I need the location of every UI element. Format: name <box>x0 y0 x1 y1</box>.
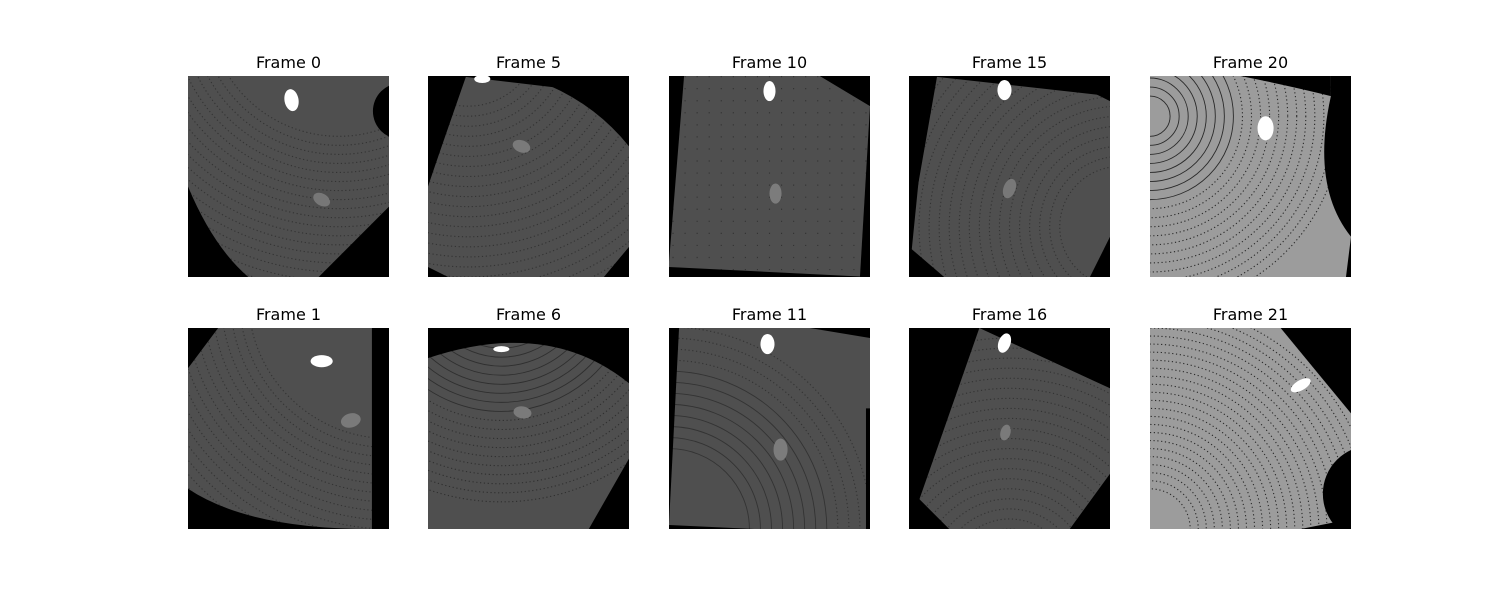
frame-image <box>909 328 1110 529</box>
textured-region <box>428 328 629 529</box>
frame-image <box>909 76 1110 277</box>
gray-field <box>669 328 870 529</box>
textured-region <box>669 76 870 277</box>
textured-region <box>188 76 389 277</box>
white-blob <box>997 80 1012 101</box>
white-blob <box>763 81 776 102</box>
gray-blob <box>340 413 361 428</box>
panel-title: Frame 6 <box>495 305 562 324</box>
textured-region <box>188 328 389 529</box>
white-blob <box>284 89 299 112</box>
dot-texture <box>188 76 389 277</box>
panel-title: Frame 15 <box>971 53 1048 72</box>
panel-title: Frame 20 <box>1212 53 1289 72</box>
panel-title: Frame 21 <box>1212 305 1289 324</box>
white-blob <box>310 355 333 368</box>
panel-title: Frame 5 <box>495 53 562 72</box>
gray-blob <box>769 183 782 204</box>
white-blob <box>760 334 775 355</box>
gray-blob <box>773 438 788 461</box>
frame-image <box>428 328 629 529</box>
gray-field <box>188 328 389 529</box>
gray-blob <box>1000 424 1011 441</box>
gray-blob <box>313 192 331 207</box>
frame-image <box>428 76 629 277</box>
white-blob <box>1257 116 1274 141</box>
gray-field <box>669 76 870 277</box>
gray-blob <box>1002 178 1017 199</box>
white-blob <box>493 346 510 353</box>
frame-image <box>1150 76 1351 277</box>
textured-region <box>1150 76 1351 277</box>
frame-image <box>669 328 870 529</box>
panel-title: Frame 11 <box>731 305 808 324</box>
gray-blob <box>513 406 532 419</box>
white-blob <box>997 333 1012 353</box>
dot-texture <box>909 76 1110 277</box>
white-blob <box>474 76 491 84</box>
frame-image <box>1150 328 1351 529</box>
panel-title: Frame 16 <box>971 305 1048 324</box>
dot-texture <box>909 337 1110 529</box>
panel-title: Frame 0 <box>255 53 322 72</box>
panel-title: Frame 10 <box>731 53 808 72</box>
gray-blob <box>512 139 531 153</box>
dot-texture <box>428 76 629 277</box>
frame-image <box>188 328 389 529</box>
frame-image <box>669 76 870 277</box>
gray-field <box>909 76 1110 277</box>
textured-region <box>909 76 1110 277</box>
gray-field <box>1150 76 1351 277</box>
textured-region <box>669 328 870 529</box>
frame-image <box>188 76 389 277</box>
panel-title: Frame 1 <box>255 305 322 324</box>
white-blob <box>1290 378 1311 393</box>
